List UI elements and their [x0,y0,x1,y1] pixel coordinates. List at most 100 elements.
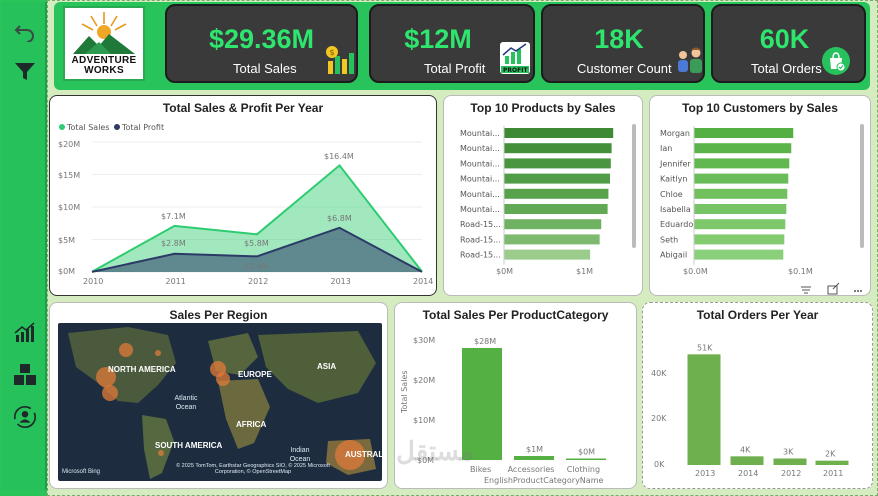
bar[interactable] [504,219,602,230]
map-attribution[interactable]: © 2025 TomTom, Earthstar Geographics SIO… [176,463,330,475]
x-tick: 2014 [413,277,433,286]
sales-category-card[interactable]: Total Sales Per ProductCategory $30M $20… [394,302,637,489]
line-total-profit[interactable] [91,226,423,273]
chart-up-icon[interactable] [12,320,38,346]
kpi-customer-count[interactable]: 18K Customer Count [541,4,705,83]
category-label: Seth [660,235,678,244]
map-label: Ocean [289,456,311,463]
boxes-icon[interactable] [12,362,38,388]
bar[interactable] [694,234,785,245]
data-label-profit-low: $2.4M [244,262,269,271]
bar[interactable] [504,143,612,154]
orders-year-card[interactable]: Total Orders Per Year 40K 20K 0K 51K 2013… [642,302,873,489]
data-label-profit-2012: $5.8M [244,239,269,248]
kpi-value: $29.36M [208,24,315,54]
chart-title: Total Sales & Profit Per Year [162,101,324,115]
profit-badge-text: PROFIT [503,67,528,74]
region-bubble[interactable] [158,450,164,456]
scrollbar[interactable] [632,124,636,248]
category-label: Abigail [660,251,687,260]
more-options-icon[interactable] [854,290,862,292]
category-label: Isabella [660,205,691,214]
bar[interactable] [504,188,609,199]
kpi-total-sales[interactable]: $29.36M Total Sales $ [165,4,358,83]
top-products-card[interactable]: Top 10 Products by Sales Mountai... Mount… [443,95,643,296]
legend-sales-marker [59,124,65,130]
data-label-sales-2011: $7.1M [161,212,186,221]
map-label: ASIA [317,362,337,371]
chart-title: Top 10 Customers by Sales [682,101,838,115]
bar[interactable] [694,219,786,230]
line-total-sales[interactable] [91,163,423,273]
bar[interactable] [730,456,764,465]
bar[interactable] [566,458,606,461]
orders-year-chart: 40K 20K 0K 51K 2013 4K 2014 3K 2012 2K 2011 [651,343,849,478]
kpi-total-orders[interactable]: 60K Total Orders [711,4,866,83]
bar[interactable] [773,458,807,465]
x-axis-title: EnglishProductCategoryName [484,476,603,485]
world-map[interactable]: NORTH AMERICA EUROPE ASIA Atlantic Ocean… [58,323,382,481]
x-tick: $0.0M [683,267,708,276]
bar[interactable] [694,173,789,184]
watermark-text: مستقل [396,436,474,466]
category-label: Chloe [660,190,683,199]
bar[interactable] [504,173,611,184]
bar[interactable] [694,188,788,199]
filter-lines-icon[interactable] [801,286,811,294]
bar[interactable] [504,158,611,169]
data-label: 4K [740,445,751,454]
data-label: 2K [825,450,836,459]
undo-icon[interactable] [12,18,38,44]
x-tick: 2012 [248,277,268,286]
region-bubble[interactable] [155,350,161,356]
bar[interactable] [514,456,554,460]
map-land [68,327,376,479]
bar[interactable] [694,204,787,214]
chart-title: Total Orders Per Year [696,308,819,322]
bar[interactable] [694,249,784,260]
bar[interactable] [694,143,792,154]
kpi-label: Total Profit [424,61,486,76]
x-tick: $0.1M [788,267,813,276]
y-tick: 20K [651,414,667,423]
bar[interactable] [504,204,608,214]
bar[interactable] [694,158,790,169]
category-label: 2014 [738,469,758,478]
scrollbar[interactable] [860,124,864,248]
map-label: AFRICA [236,420,267,429]
top-customers-card[interactable]: Top 10 Customers by Sales Morgan Ian Jenni… [649,95,871,296]
category-label: 2013 [695,469,715,478]
y-axis-title: Total Sales [400,370,409,414]
category-label: Road-15... [460,220,501,229]
legend-sales-label: Total Sales [66,123,110,132]
bar[interactable] [504,249,591,260]
sales-category-chart: $30M $20M $10M $0M Total Sales $28M Bikes… [400,336,606,485]
region-bubble[interactable] [96,367,116,387]
bar[interactable] [815,460,849,465]
category-label: 2011 [823,469,843,478]
category-label: Mountai... [460,129,500,138]
bar[interactable] [462,348,502,460]
y-tick: $10M [413,416,435,425]
bar[interactable] [687,354,721,465]
sales-profit-card[interactable]: Total Sales & Profit Per Year Total Sale… [49,95,437,296]
filter-icon[interactable] [12,58,38,84]
region-bubble[interactable] [216,372,230,386]
kpi-label: Customer Count [577,61,672,76]
focus-mode-icon[interactable] [827,282,840,295]
region-bubble[interactable] [119,343,133,357]
logo-text-line2: WORKS [84,65,124,76]
people-icon [678,47,702,73]
region-bubble[interactable] [335,440,365,470]
sales-region-card[interactable]: Sales Per Region NORTH AMERICA EUROPE AS… [49,302,388,489]
bar[interactable] [504,128,614,138]
customer-cycle-icon[interactable] [12,404,38,430]
bar[interactable] [694,128,794,138]
chart-title: Total Sales Per ProductCategory [422,308,609,322]
category-label: Road-15... [460,251,501,260]
kpi-total-profit[interactable]: $12M Total Profit PROFIT [369,4,535,83]
region-bubble[interactable] [102,385,118,401]
top-products-chart: Mountai... Mountai... Mountai... Mountai...… [460,124,636,276]
area-total-profit [92,227,422,272]
bar[interactable] [504,234,600,245]
